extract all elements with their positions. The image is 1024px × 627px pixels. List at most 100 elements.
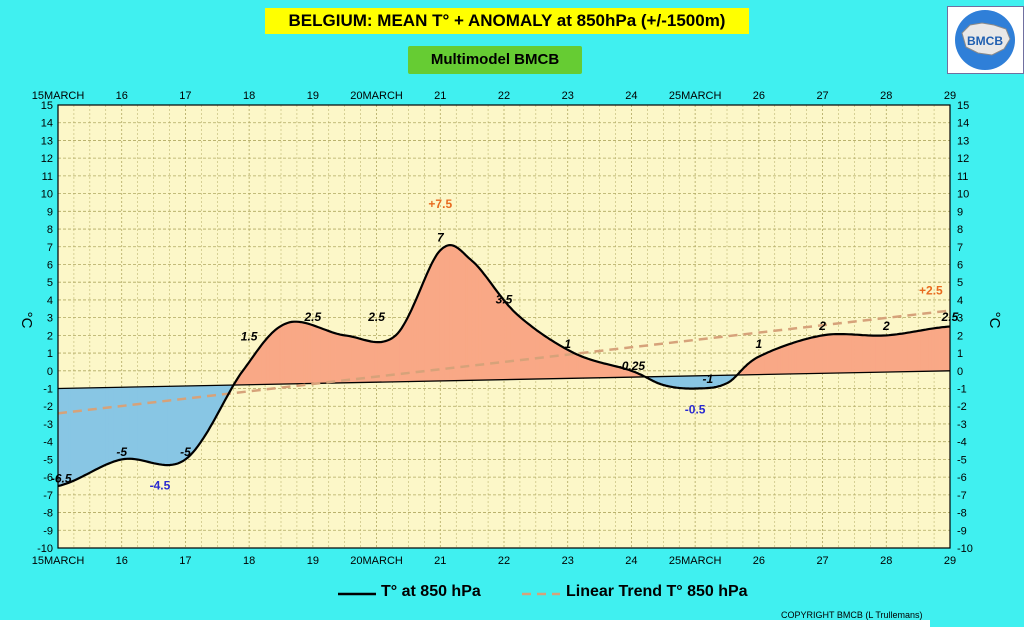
warm-anomaly-fill	[593, 360, 598, 379]
cold-anomaly-fill	[159, 386, 163, 466]
warm-anomaly-fill	[814, 335, 818, 374]
warm-anomaly-fill	[609, 364, 613, 378]
data-label: 1	[564, 337, 571, 351]
cold-anomaly-fill	[81, 387, 85, 478]
warm-anomaly-fill	[891, 334, 895, 373]
warm-anomaly-fill	[888, 334, 892, 373]
warm-anomaly-fill	[867, 335, 871, 373]
warm-anomaly-fill	[573, 352, 577, 379]
warm-anomaly-fill	[788, 342, 792, 375]
warm-anomaly-fill	[510, 307, 513, 380]
x-tick-label-bottom: 17	[179, 555, 191, 567]
bmcb-logo: BMCB	[947, 6, 1024, 74]
warm-anomaly-fill	[504, 299, 507, 380]
warm-anomaly-fill	[859, 334, 863, 373]
cold-anomaly-label: -4.5	[150, 479, 171, 493]
plot-border	[57, 104, 951, 549]
y-tick-label-left: -2	[43, 401, 53, 413]
warm-anomaly-fill	[799, 339, 804, 375]
warm-anomaly-fill	[794, 341, 798, 375]
y-tick-label-right: 15	[957, 100, 969, 112]
cold-anomaly-fill	[172, 385, 176, 466]
warm-anomaly-fill	[816, 335, 821, 374]
warm-anomaly-fill	[561, 346, 565, 379]
chart-title: BELGIUM: MEAN T° + ANOMALY at 850hPa (+/…	[265, 8, 749, 34]
data-label: -1	[703, 372, 714, 386]
cold-anomaly-fill	[102, 387, 107, 467]
warm-anomaly-fill	[613, 365, 617, 378]
warm-anomaly-fill	[506, 302, 509, 380]
warm-anomaly-fill	[596, 361, 600, 379]
x-tick-label-top: 15MARCH	[32, 90, 85, 102]
warm-anomaly-fill	[525, 321, 529, 380]
warm-anomaly-fill	[872, 335, 876, 373]
data-label: 1.5	[241, 330, 258, 344]
series-lines	[57, 243, 951, 488]
x-tick-label-top: 16	[116, 90, 128, 102]
cold-anomaly-fill	[89, 387, 93, 474]
y-tick-label-right: 13	[957, 135, 969, 147]
warm-anomaly-fill	[854, 334, 858, 374]
cold-anomaly-fill	[210, 385, 214, 428]
x-tick-label-top: 21	[434, 90, 446, 102]
warm-anomaly-fill	[293, 321, 297, 385]
warm-anomaly-fill	[774, 347, 779, 375]
warm-anomaly-fill	[856, 334, 861, 373]
y-tick-label-right: -2	[957, 401, 967, 413]
y-tick-label-left: 6	[47, 259, 53, 271]
cold-anomaly-fill	[156, 386, 160, 465]
y-tick-label-left: 14	[41, 118, 53, 130]
x-tick-label-top: 17	[179, 90, 191, 102]
warm-anomaly-fill	[591, 359, 595, 379]
y-tick-label-right: 5	[957, 277, 963, 289]
cold-anomaly-fill	[94, 387, 99, 471]
warm-anomaly-fill	[291, 321, 295, 385]
bottom-frame	[0, 620, 930, 627]
warm-anomaly-fill	[772, 348, 776, 375]
warm-anomaly-fill	[523, 319, 526, 380]
y-tick-label-right: -1	[957, 384, 967, 396]
warm-anomaly-fill	[348, 335, 352, 384]
y-tick-label-right: -9	[957, 525, 967, 537]
logo-graphic: BMCB	[955, 10, 1015, 70]
warm-anomaly-fill	[870, 335, 874, 373]
y-tick-label-left: -9	[43, 525, 53, 537]
warm-anomaly-fill	[571, 351, 575, 379]
y-tick-label-left: -8	[43, 508, 53, 520]
cold-anomaly-fill	[73, 387, 77, 482]
warm-anomaly-fill	[351, 336, 354, 383]
warm-anomaly-fill	[904, 332, 908, 373]
warm-anomaly-fill	[344, 335, 348, 384]
warm-anomaly-fill	[830, 333, 834, 374]
y-tick-label-right: 9	[957, 206, 963, 218]
warm-anomaly-fill	[840, 333, 845, 374]
data-label: 2.5	[304, 310, 322, 324]
data-label: 1	[756, 337, 763, 351]
warm-anomaly-fill	[320, 327, 324, 384]
warm-anomaly-fill	[325, 329, 329, 384]
x-tick-label-bottom: 22	[498, 555, 510, 567]
y-tick-label-left: 1	[47, 348, 53, 360]
y-tick-label-left: -4	[43, 437, 53, 449]
y-tick-label-left: 3	[47, 313, 53, 325]
warm-anomaly-fill	[332, 332, 336, 384]
cold-anomaly-fill	[110, 387, 115, 464]
y-tick-label-left: 7	[47, 242, 53, 254]
warm-anomaly-fill	[337, 333, 341, 384]
y-tick-label-right: -10	[957, 543, 973, 555]
logo-map-shape	[961, 22, 1011, 56]
warm-anomaly-fill	[777, 346, 781, 375]
warm-anomaly-fill	[287, 321, 290, 385]
y-tick-label-right: 1	[957, 348, 963, 360]
y-tick-label-left: 0	[47, 366, 53, 378]
warm-anomaly-fill	[808, 337, 812, 374]
warm-anomaly-fill	[885, 334, 890, 373]
copyright-text: COPYRIGHT BMCB (L Trullemans)	[781, 610, 923, 620]
y-tick-label-right: -3	[957, 419, 967, 431]
warm-anomaly-fill	[760, 354, 764, 375]
cold-anomaly-fill	[76, 387, 80, 480]
warm-anomaly-fill	[330, 331, 334, 384]
data-label: 2.5	[941, 310, 959, 324]
warm-anomaly-fill	[549, 338, 553, 380]
